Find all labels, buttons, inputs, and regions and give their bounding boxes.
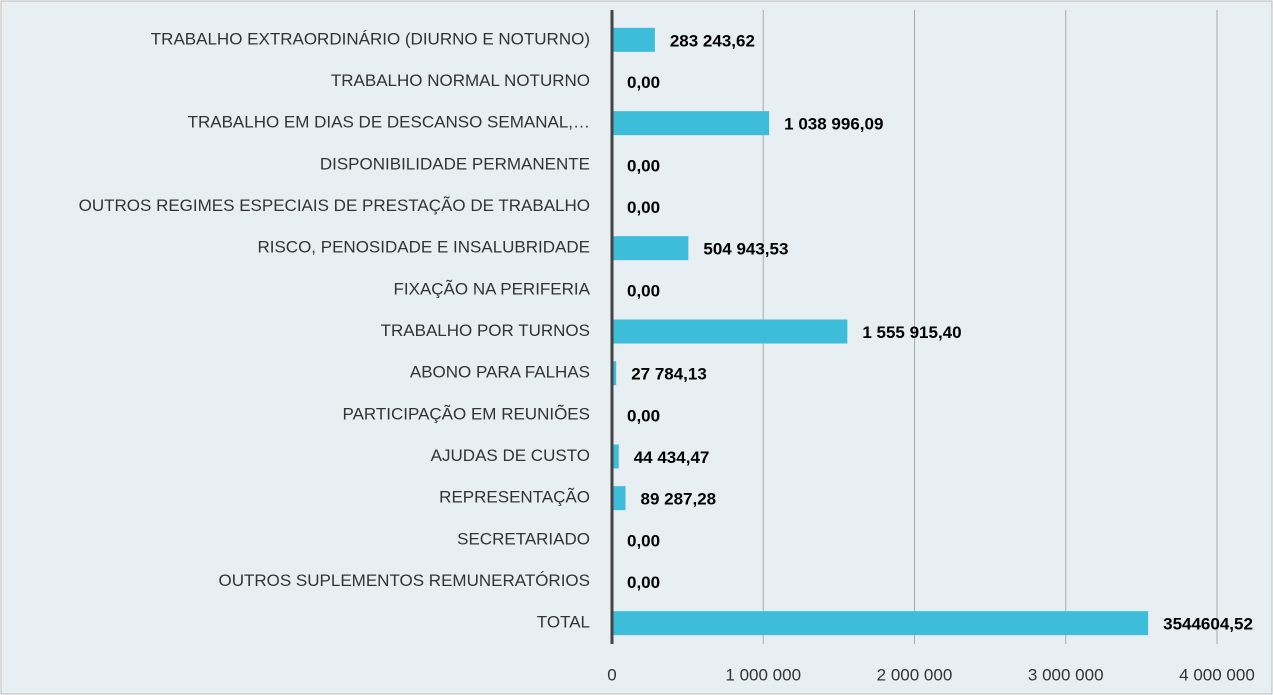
bar — [612, 27, 655, 52]
y-tick-label: TRABALHO EXTRAORDINÁRIO (DIURNO E NOTURN… — [151, 29, 590, 48]
value-label: 0,00 — [627, 156, 660, 175]
value-label: 0,00 — [627, 281, 660, 300]
value-label: 0,00 — [627, 531, 660, 550]
x-tick-label: 3 000 000 — [1028, 665, 1104, 684]
y-tick-label: RISCO, PENOSIDADE E INSALUBRIDADE — [257, 238, 590, 257]
x-tick-label: 2 000 000 — [877, 665, 953, 684]
value-label: 0,00 — [627, 406, 660, 425]
bar — [612, 486, 626, 511]
value-label: 283 243,62 — [670, 31, 755, 50]
value-label: 3544604,52 — [1163, 615, 1253, 634]
value-label: 0,00 — [627, 198, 660, 217]
value-label: 0,00 — [627, 573, 660, 592]
value-label: 504 943,53 — [703, 240, 788, 259]
y-tick-label: OUTROS REGIMES ESPECIAIS DE PRESTAÇÃO DE… — [79, 196, 590, 215]
y-tick-label: DISPONIBILIDADE PERMANENTE — [320, 154, 590, 173]
y-tick-label: TRABALHO NORMAL NOTURNO — [331, 71, 590, 90]
y-tick-label: PARTICIPAÇÃO EM REUNIÕES — [343, 404, 591, 423]
bar — [612, 111, 770, 136]
y-tick-label: SECRETARIADO — [457, 529, 590, 548]
x-tick-label: 0 — [607, 665, 616, 684]
x-tick-label: 4 000 000 — [1179, 665, 1255, 684]
value-label: 1 038 996,09 — [784, 115, 883, 134]
bar — [612, 236, 689, 261]
y-tick-label: TRABALHO POR TURNOS — [381, 321, 590, 340]
value-label: 1 555 915,40 — [862, 323, 961, 342]
bar — [612, 319, 848, 344]
value-label: 44 434,47 — [634, 448, 710, 467]
bar — [612, 444, 619, 469]
y-tick-label: ABONO PARA FALHAS — [410, 363, 590, 382]
y-tick-label: OUTROS SUPLEMENTOS REMUNERATÓRIOS — [218, 571, 590, 590]
y-tick-label: TRABALHO EM DIAS DE DESCANSO SEMANAL,… — [188, 113, 590, 132]
y-tick-label: FIXAÇÃO NA PERIFERIA — [394, 279, 591, 298]
bar — [612, 611, 1149, 636]
x-tick-label: 1 000 000 — [725, 665, 801, 684]
value-label: 27 784,13 — [631, 365, 707, 384]
value-label: 0,00 — [627, 73, 660, 92]
y-tick-label: REPRESENTAÇÃO — [439, 488, 590, 507]
bar — [612, 361, 617, 386]
y-tick-label: TOTAL — [537, 613, 590, 632]
value-label: 89 287,28 — [641, 490, 717, 509]
y-tick-label: AJUDAS DE CUSTO — [431, 446, 590, 465]
